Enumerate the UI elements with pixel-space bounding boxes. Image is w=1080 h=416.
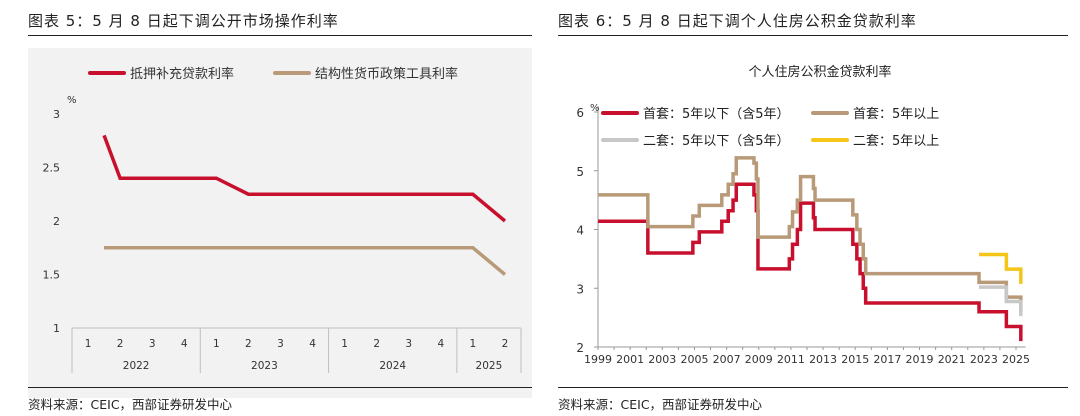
x-tick-label: 2003: [648, 353, 676, 366]
x-tick-label: 2007: [713, 353, 741, 366]
x-year-label: 2022: [123, 360, 150, 372]
x-quarter-label: 2: [502, 338, 509, 350]
y-tick-label: 3: [576, 282, 584, 296]
x-tick-label: 2023: [970, 353, 998, 366]
left-top-rule: [28, 35, 532, 36]
legend-label-0: 抵押补充贷款利率: [130, 66, 234, 82]
x-quarter-label: 2: [117, 338, 124, 350]
legend-label-3: 二套：5年以上: [853, 133, 939, 149]
x-quarter-label: 1: [85, 338, 92, 350]
x-quarter-label: 4: [309, 338, 316, 350]
left-figure-title: 图表 5：5 月 8 日起下调公开市场操作利率: [28, 12, 339, 30]
x-tick-label: 2005: [680, 353, 708, 366]
y-tick-label: 3: [53, 108, 60, 121]
series-line-1: [598, 156, 1023, 312]
right-top-rule: [558, 35, 1068, 36]
series-line-1: [104, 246, 507, 276]
y-tick-label: 1: [53, 322, 60, 335]
y-tick-label: 4: [576, 224, 584, 238]
y-tick-label: 2: [576, 341, 584, 355]
y-tick-label: 5: [576, 165, 584, 179]
left-chart: 抵押补充贷款利率 结构性货币政策工具利率% 1 1.5 2 2.5 3 1 2 3 4 1 2 3 4 1 2 3…: [28, 48, 532, 398]
left-figure: 图表 5：5 月 8 日起下调公开市场操作利率 抵押补充贷款利率 结构性货币政策工…: [0, 0, 532, 415]
right-source: 资料来源：CEIC，西部证券研发中心: [558, 397, 763, 412]
right-figure: 图表 6：5 月 8 日起下调个人住房公积金贷款利率 个人住房公积金贷款利率% 2…: [548, 0, 1080, 415]
x-tick-label: 2019: [906, 353, 934, 366]
x-year-label: 2023: [251, 360, 278, 372]
x-quarter-label: 3: [149, 338, 156, 350]
y-unit-label: %: [67, 95, 77, 106]
y-tick-label: 2: [53, 215, 60, 228]
x-quarter-label: 2: [245, 338, 252, 350]
legend-label-2: 二套：5年以下（含5年）: [643, 133, 790, 149]
x-year-label: 2024: [379, 360, 406, 372]
x-quarter-label: 1: [213, 338, 220, 350]
x-quarter-label: 1: [470, 338, 477, 350]
x-year-label: 2025: [476, 360, 503, 372]
left-bottom-rule: [28, 387, 532, 388]
right-bottom-rule: [558, 387, 1068, 388]
x-tick-label: 1999: [584, 353, 612, 366]
x-tick-label: 2001: [616, 353, 644, 366]
series-line-3: [979, 252, 1023, 284]
y-tick-label: 2.5: [43, 162, 61, 175]
x-tick-label: 2025: [1002, 353, 1030, 366]
left-source: 资料来源：CEIC，西部证券研发中心: [28, 397, 233, 412]
series-line-0: [102, 134, 507, 223]
x-quarter-label: 4: [437, 338, 444, 350]
x-tick-label: 2017: [873, 353, 901, 366]
series-line-0: [598, 182, 1023, 342]
series-line-2: [979, 285, 1023, 317]
y-unit-label: %: [590, 103, 600, 114]
chart-title: 个人住房公积金贷款利率: [748, 64, 891, 80]
right-figure-title: 图表 6：5 月 8 日起下调个人住房公积金贷款利率: [558, 12, 917, 30]
x-tick-label: 2015: [841, 353, 869, 366]
x-tick-label: 2011: [777, 353, 805, 366]
x-quarter-label: 3: [277, 338, 284, 350]
x-quarter-label: 1: [341, 338, 348, 350]
x-tick-label: 2021: [938, 353, 966, 366]
x-quarter-label: 2: [373, 338, 380, 350]
right-chart: 个人住房公积金贷款利率% 2 3 4 5 6 1999 2001 2003 2005 2007 200…: [576, 64, 1030, 366]
x-quarter-label: 4: [181, 338, 188, 350]
x-tick-label: 2013: [809, 353, 837, 366]
left-chart-background: [28, 48, 532, 398]
x-tick-label: 2009: [745, 353, 773, 366]
legend-label-1: 首套：5年以上: [853, 106, 939, 122]
y-tick-label: 6: [576, 106, 584, 120]
legend-label-0: 首套：5年以下（含5年）: [643, 106, 790, 122]
legend-label-1: 结构性货币政策工具利率: [315, 66, 458, 82]
x-quarter-label: 3: [405, 338, 412, 350]
y-tick-label: 1.5: [43, 269, 61, 282]
